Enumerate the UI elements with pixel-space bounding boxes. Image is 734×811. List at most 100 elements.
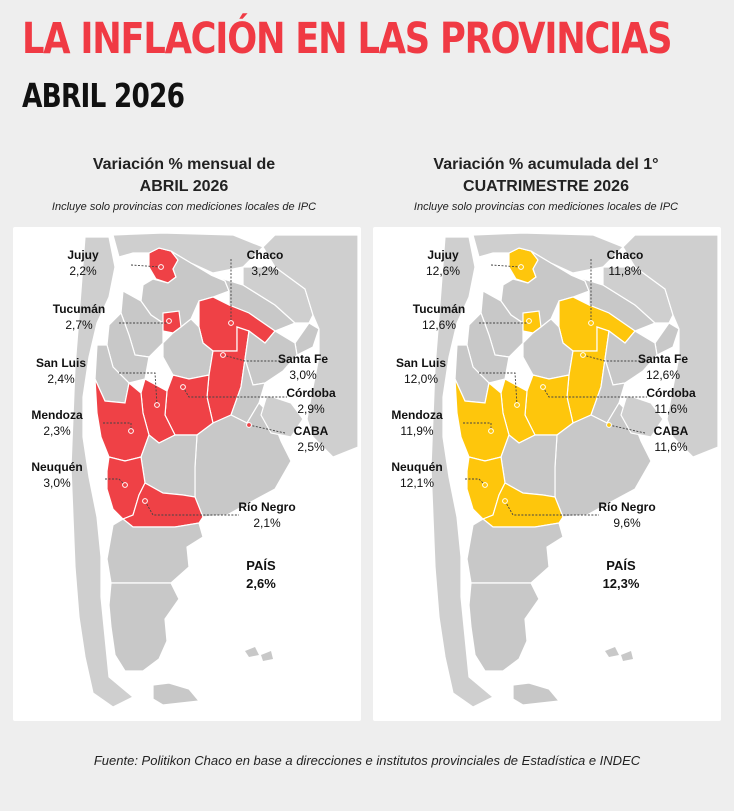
province-label: Río Negro 2,1% [227,499,307,531]
leader-line [222,354,285,362]
province-name: San Luis [395,356,446,370]
leader-line [479,372,518,406]
province-chubut [466,518,564,584]
province-marker-dot [606,422,612,428]
province-label: Neuquén 3,0% [17,459,97,491]
province-name: Chaco [606,248,644,262]
province-label: CABA 2,5% [271,423,351,455]
argentina-map [430,232,719,708]
province-marker-dot [246,422,252,428]
panel-heading-line2: ABRIL 2026 [139,178,229,195]
source-note: Fuente: Politikon Chaco en base a direcc… [93,753,641,768]
province-label: Chaco 11,8% [585,247,665,279]
province-value: 2,7% [65,318,93,332]
province-chile [430,236,495,708]
province-name: Río Negro [598,500,656,514]
province-value: 2,1% [253,516,281,530]
province-name: Mendoza [31,408,83,422]
province-marker-dot [588,320,594,326]
province-name: CABA [293,424,329,438]
province-value: 11,6% [654,402,688,416]
province-marker-dot [228,320,234,326]
province-label: San Luis 2,4% [21,355,101,387]
province-label: Chaco 3,2% [225,247,305,279]
province-name: San Luis [35,356,86,370]
province-label: Santa Fe 3,0% [263,351,343,383]
province-uruguay [260,394,304,438]
province-marker-dot [122,482,128,488]
page-title: LA INFLACIÓN EN LAS PROVINCIAS [22,14,673,64]
province-tierra-del-fuego [512,682,561,706]
province-value: 2,2% [69,264,97,278]
country-label: PAÍS [246,558,276,573]
province-córdoba [524,374,574,436]
leader-line [119,372,158,406]
province-value: 12,6% [421,318,457,332]
leader-line [144,500,239,516]
province-brazil [262,234,359,458]
province-santa-cruz [108,582,180,672]
province-marker-dot [488,428,494,434]
island-shape [261,651,273,661]
province-name: Chaco [246,248,284,262]
province-label: CABA 11,6% [631,423,711,455]
province-marker-dot [158,264,164,270]
province-value: 3,0% [289,368,317,382]
province-marker-dot [502,498,508,504]
country-value: 12,3% [602,576,640,591]
province-label: San Luis 12,0% [381,355,461,387]
province-name: Río Negro [238,500,296,514]
leader-line [182,386,287,398]
panel-heading-monthly: Variación % mensual de ABRIL 2026 Incluy… [14,154,354,213]
province-name: Mendoza [391,408,443,422]
province-marker-dot [180,384,186,390]
leader-line [582,354,645,362]
argentina-map [70,232,359,708]
province-brazil [622,234,719,458]
panel-heading-line1: Variación % mensual de [92,156,276,173]
leader-line [542,386,647,398]
province-label: Tucumán 12,6% [399,301,479,333]
leader-line [608,424,646,434]
province-value: 3,0% [43,476,71,490]
province-chubut [106,518,204,584]
island-shape [245,647,259,657]
province-santa-cruz [468,582,540,672]
province-value: 11,8% [608,264,642,278]
leader-line [504,500,599,516]
province-marker-dot [220,352,226,358]
province-name: Neuquén [31,460,83,474]
province-label: Córdoba 2,9% [271,385,351,417]
province-label: Neuquén 12,1% [377,459,457,491]
province-name: Neuquén [391,460,443,474]
province-name: CABA [653,424,689,438]
province-marker-dot [514,402,520,408]
province-marker-dot [580,352,586,358]
province-value: 2,4% [47,372,75,386]
leader-line [465,478,486,486]
province-marker-dot [482,482,488,488]
province-marker-dot [154,402,160,408]
panel-heading-line1: Variación % acumulada del 1° [433,156,659,173]
panel-heading-line2: CUATRIMESTRE 2026 [463,178,629,195]
island-shape [621,651,633,661]
province-value: 12,6% [425,264,461,278]
map-panel-monthly: Jujuy 2,2% Chaco 3,2% Tucumán 2,7% Santa Fe 3,0… [13,227,361,721]
province-value: 11,9% [400,424,434,438]
province-misiones [294,322,320,356]
province-label: Jujuy 12,6% [403,247,483,279]
province-name: Santa Fe [277,352,328,366]
country-label: PAÍS [606,558,636,573]
page-subtitle: ABRIL 2026 [22,76,185,115]
province-córdoba [164,374,214,436]
province-tierra-del-fuego [152,682,201,706]
province-label: Tucumán 2,7% [39,301,119,333]
province-misiones [654,322,680,356]
province-value: 3,2% [251,264,279,278]
map-panel-cumulative: Jujuy 12,6% Chaco 11,8% Tucumán 12,6% Santa Fe… [373,227,721,721]
province-marker-dot [142,498,148,504]
province-name: Tucumán [412,302,466,316]
province-name: Córdoba [646,386,696,400]
province-name: Córdoba [286,386,336,400]
country-value: 2,6% [246,576,276,591]
